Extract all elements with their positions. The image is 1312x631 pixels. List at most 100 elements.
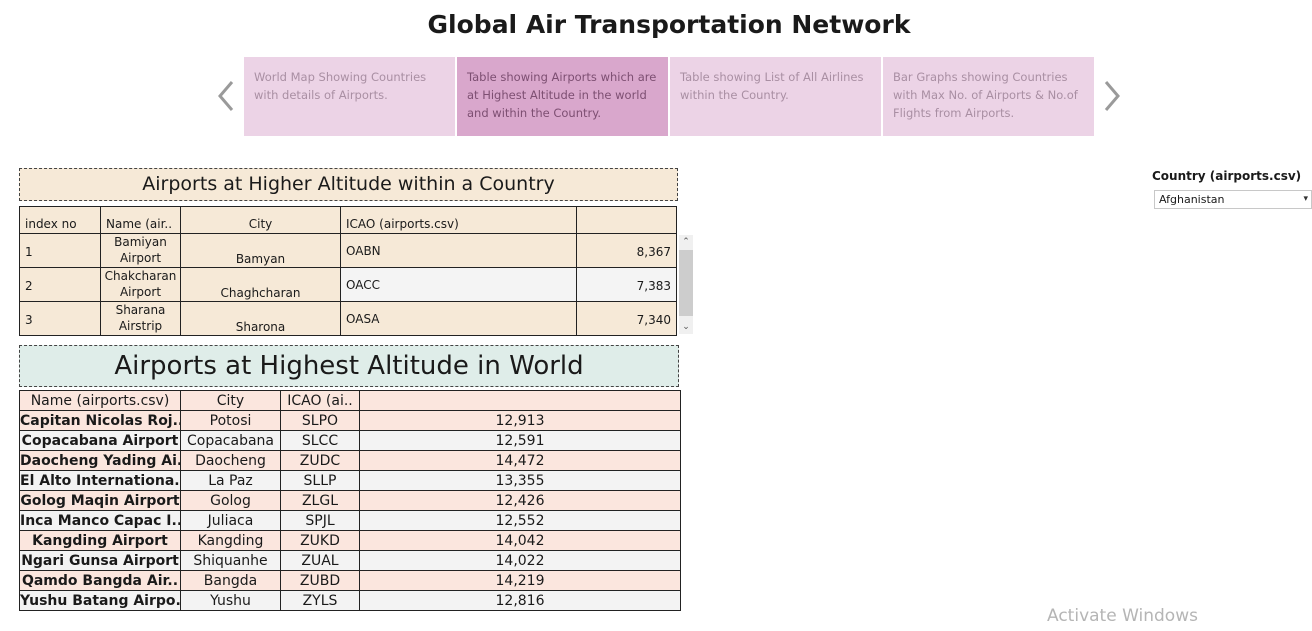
index-cell: 2 xyxy=(19,268,100,302)
altitude-cell: 12,591 xyxy=(359,430,681,451)
city-cell: Copacabana xyxy=(180,430,281,451)
icao-cell: ZYLS xyxy=(280,590,360,611)
name-cell: El Alto Internationa.. xyxy=(19,470,181,491)
table-row: Ngari Gunsa Airport Shiquanhe ZUAL 14,02… xyxy=(19,550,681,571)
table-row: El Alto Internationa.. La Paz SLLP 13,35… xyxy=(19,470,681,491)
table-row: 1 Bamiyan Airport Bamyan OABN 8,367 xyxy=(19,234,677,268)
altitude-cell: 8,367 xyxy=(576,234,677,268)
icao-cell: SLPO xyxy=(280,410,360,431)
country-dropdown[interactable]: Afghanistan ▾ xyxy=(1154,190,1312,209)
index-cell: 1 xyxy=(19,234,100,268)
table-row: Capitan Nicolas Roj.. Potosi SLPO 12,913 xyxy=(19,410,681,431)
table1-scrollbar-thumb[interactable] xyxy=(679,250,693,316)
name-cell: Capitan Nicolas Roj.. xyxy=(19,410,181,431)
table-row: Qamdo Bangda Air.. Bangda ZUBD 14,219 xyxy=(19,570,681,591)
name-cell: Daocheng Yading Ai.. xyxy=(19,450,181,471)
scroll-down-icon[interactable]: ⌄ xyxy=(682,322,690,332)
icao-cell: OACC xyxy=(340,268,576,302)
city-cell: La Paz xyxy=(180,470,281,491)
name-cell: Sharana Airstrip xyxy=(100,302,180,336)
name-cell: Chakcharan Airport xyxy=(100,268,180,302)
altitude-cell: 14,472 xyxy=(359,450,681,471)
city-cell: Bangda xyxy=(180,570,281,591)
section-title-world-altitude: Airports at Highest Altitude in World xyxy=(19,345,679,387)
name-cell: Kangding Airport xyxy=(19,530,181,551)
table-row: Inca Manco Capac I.. Juliaca SPJL 12,552 xyxy=(19,510,681,531)
altitude-cell: 12,426 xyxy=(359,490,681,511)
table2-header-icao: ICAO (ai.. xyxy=(280,390,360,411)
city-cell: Sharona xyxy=(180,302,340,336)
table2-header-name: Name (airports.csv) xyxy=(19,390,181,411)
name-cell: Bamiyan Airport xyxy=(100,234,180,268)
icao-cell: SLLP xyxy=(280,470,360,491)
scroll-up-icon[interactable]: ⌃ xyxy=(682,237,690,247)
table1-header-index: index no xyxy=(19,206,100,234)
name-cell: Inca Manco Capac I.. xyxy=(19,510,181,531)
city-cell: Bamyan xyxy=(180,234,340,268)
story-prev-button[interactable] xyxy=(214,78,240,114)
city-cell: Kangding xyxy=(180,530,281,551)
city-cell: Yushu xyxy=(180,590,281,611)
altitude-cell: 14,042 xyxy=(359,530,681,551)
city-cell: Shiquanhe xyxy=(180,550,281,571)
city-cell: Chaghcharan xyxy=(180,268,340,302)
chevron-down-icon: ▾ xyxy=(1303,194,1308,204)
city-cell: Daocheng xyxy=(180,450,281,471)
altitude-cell: 13,355 xyxy=(359,470,681,491)
country-filter-label: Country (airports.csv) xyxy=(1152,169,1302,183)
table1-header-altitude xyxy=(576,206,677,234)
altitude-cell: 7,383 xyxy=(576,268,677,302)
index-cell: 3 xyxy=(19,302,100,336)
story-card-bar-graphs[interactable]: Bar Graphs showing Countries with Max No… xyxy=(883,57,1094,136)
table-header-row: Name (airports.csv) City ICAO (ai.. xyxy=(19,390,681,411)
table2-header-altitude xyxy=(359,390,681,411)
chevron-left-icon xyxy=(218,81,234,111)
table-row: Copacabana Airport Copacabana SLCC 12,59… xyxy=(19,430,681,451)
altitude-cell: 12,552 xyxy=(359,510,681,531)
city-cell: Potosi xyxy=(180,410,281,431)
story-card-text: Table showing List of All Airlines withi… xyxy=(680,70,864,102)
icao-cell: ZUBD xyxy=(280,570,360,591)
chevron-right-icon xyxy=(1104,81,1120,111)
table-row: 2 Chakcharan Airport Chaghcharan OACC 7,… xyxy=(19,268,677,302)
story-card-airlines-table[interactable]: Table showing List of All Airlines withi… xyxy=(670,57,881,136)
country-dropdown-value: Afghanistan xyxy=(1159,193,1225,206)
table-row: Yushu Batang Airpo.. Yushu ZYLS 12,816 xyxy=(19,590,681,611)
table-row: Golog Maqin Airport Golog ZLGL 12,426 xyxy=(19,490,681,511)
name-cell: Qamdo Bangda Air.. xyxy=(19,570,181,591)
icao-cell: ZLGL xyxy=(280,490,360,511)
icao-cell: ZUDC xyxy=(280,450,360,471)
world-altitude-table: Name (airports.csv) City ICAO (ai.. Capi… xyxy=(19,390,681,611)
name-cell: Ngari Gunsa Airport xyxy=(19,550,181,571)
city-cell: Juliaca xyxy=(180,510,281,531)
altitude-cell: 14,022 xyxy=(359,550,681,571)
table1-header-city: City xyxy=(180,206,340,234)
table1-header-name: Name (air.. xyxy=(100,206,180,234)
name-cell: Copacabana Airport xyxy=(19,430,181,451)
icao-cell: OASA xyxy=(340,302,576,336)
icao-cell: OABN xyxy=(340,234,576,268)
icao-cell: ZUKD xyxy=(280,530,360,551)
altitude-cell: 12,913 xyxy=(359,410,681,431)
story-next-button[interactable] xyxy=(1098,78,1124,114)
story-card-text: Bar Graphs showing Countries with Max No… xyxy=(893,70,1078,120)
table1-header-icao: ICAO (airports.csv) xyxy=(340,206,576,234)
story-card-altitude-table[interactable]: Table showing Airports which are at High… xyxy=(457,57,668,136)
table-row: Daocheng Yading Ai.. Daocheng ZUDC 14,47… xyxy=(19,450,681,471)
table-row: Kangding Airport Kangding ZUKD 14,042 xyxy=(19,530,681,551)
page-title: Global Air Transportation Network xyxy=(427,10,911,39)
icao-cell: ZUAL xyxy=(280,550,360,571)
table-row: 3 Sharana Airstrip Sharona OASA 7,340 xyxy=(19,302,677,336)
windows-activation-watermark: Activate Windows xyxy=(1047,606,1198,626)
story-card-text: Table showing Airports which are at High… xyxy=(467,70,657,120)
altitude-cell: 14,219 xyxy=(359,570,681,591)
story-card-world-map[interactable]: World Map Showing Countries with details… xyxy=(244,57,455,136)
city-cell: Golog xyxy=(180,490,281,511)
icao-cell: SLCC xyxy=(280,430,360,451)
altitude-cell: 7,340 xyxy=(576,302,677,336)
table2-header-city: City xyxy=(180,390,281,411)
section-title-country-altitude: Airports at Higher Altitude within a Cou… xyxy=(19,168,678,201)
icao-cell: SPJL xyxy=(280,510,360,531)
altitude-cell: 12,816 xyxy=(359,590,681,611)
story-card-text: World Map Showing Countries with details… xyxy=(254,70,427,102)
